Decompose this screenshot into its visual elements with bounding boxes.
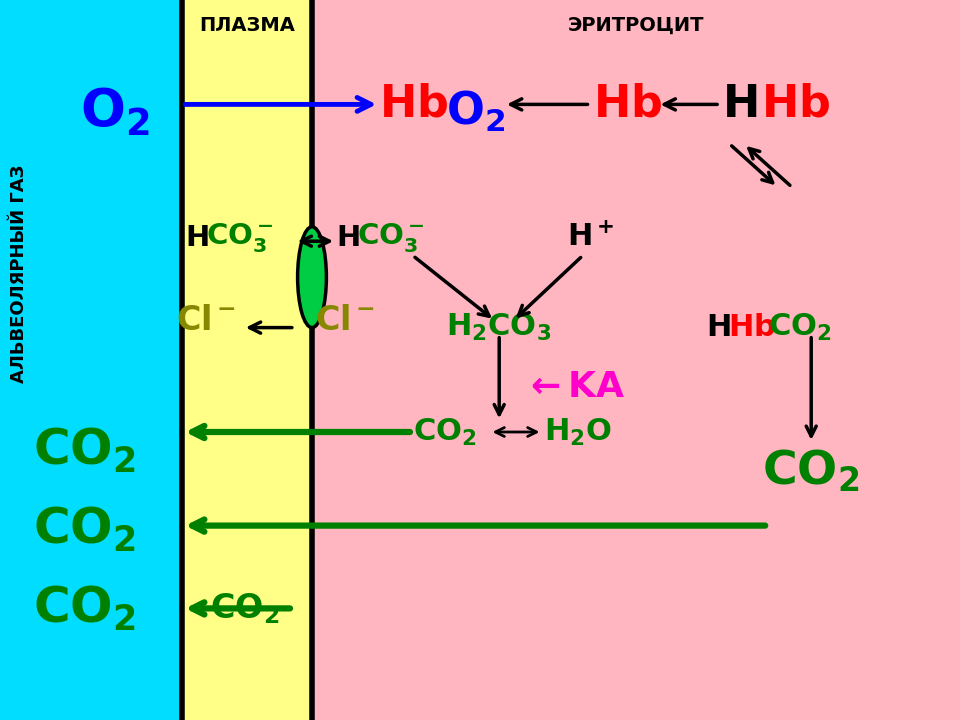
Text: $\mathbf{CO_2}$: $\mathbf{CO_2}$ bbox=[33, 584, 136, 633]
Text: $\mathbf{H}$: $\mathbf{H}$ bbox=[706, 313, 731, 342]
Text: $\mathbf{O_2}$: $\mathbf{O_2}$ bbox=[446, 89, 506, 134]
Text: $\mathbf{CO_3^-}$: $\mathbf{CO_3^-}$ bbox=[206, 221, 274, 254]
Text: $\mathbf{H}$: $\mathbf{H}$ bbox=[722, 83, 757, 126]
Text: $\mathbf{CO_2}$: $\mathbf{CO_2}$ bbox=[413, 416, 476, 448]
Text: $\mathbf{H^+}$: $\mathbf{H^+}$ bbox=[566, 223, 614, 252]
Text: $\mathbf{CO_2}$: $\mathbf{CO_2}$ bbox=[33, 505, 136, 554]
Text: $\mathbf{Hb}$: $\mathbf{Hb}$ bbox=[761, 83, 830, 126]
Text: $\mathbf{CO_2}$: $\mathbf{CO_2}$ bbox=[768, 312, 831, 343]
Text: $\mathbf{H}$: $\mathbf{H}$ bbox=[185, 224, 209, 251]
Text: $\mathbf{Cl^-}$: $\mathbf{Cl^-}$ bbox=[177, 304, 236, 337]
Text: $\mathbf{CO_3^-}$: $\mathbf{CO_3^-}$ bbox=[357, 221, 424, 254]
Text: $\mathbf{Hb}$: $\mathbf{Hb}$ bbox=[728, 313, 776, 342]
Text: ЭРИТРОЦИТ: ЭРИТРОЦИТ bbox=[567, 16, 705, 35]
Bar bbox=[0, 0, 182, 720]
Text: $\mathbf{CO_2}$: $\mathbf{CO_2}$ bbox=[210, 591, 279, 626]
Text: ПЛАЗМА: ПЛАЗМА bbox=[200, 16, 295, 35]
Text: $\mathbf{Hb}$: $\mathbf{Hb}$ bbox=[379, 83, 448, 126]
Text: $\mathbf{H_2O}$: $\mathbf{H_2O}$ bbox=[544, 416, 612, 448]
Bar bbox=[182, 0, 312, 720]
Text: $\mathbf{H_2CO_3}$: $\mathbf{H_2CO_3}$ bbox=[446, 312, 552, 343]
Text: $\mathbf{\leftarrow KA}$: $\mathbf{\leftarrow KA}$ bbox=[523, 369, 625, 404]
Ellipse shape bbox=[298, 227, 326, 328]
Bar bbox=[312, 0, 960, 720]
Text: $\mathbf{H}$: $\mathbf{H}$ bbox=[336, 224, 360, 251]
Text: $\mathbf{CO_2}$: $\mathbf{CO_2}$ bbox=[33, 426, 136, 474]
Text: $\mathbf{CO_2}$: $\mathbf{CO_2}$ bbox=[762, 449, 860, 495]
Text: $\mathbf{Cl^-}$: $\mathbf{Cl^-}$ bbox=[315, 304, 374, 337]
Text: $\mathbf{O_2}$: $\mathbf{O_2}$ bbox=[81, 85, 150, 138]
Text: АЛЬВЕОЛЯРНЫЙ ГАЗ: АЛЬВЕОЛЯРНЫЙ ГАЗ bbox=[11, 164, 28, 383]
Text: $\mathbf{Hb}$: $\mathbf{Hb}$ bbox=[593, 83, 662, 126]
